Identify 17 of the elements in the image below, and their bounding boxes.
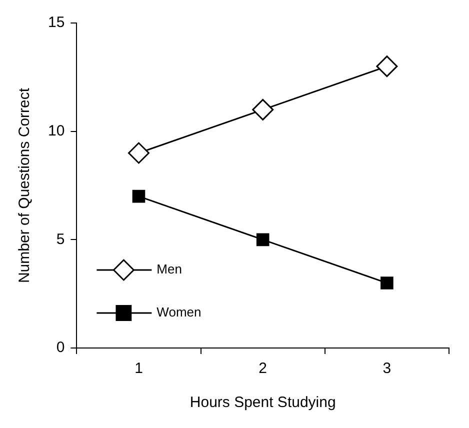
- legend-label: Men: [156, 262, 182, 277]
- x-tick-label: 1: [134, 360, 143, 378]
- point: [132, 190, 146, 203]
- y-tick-label: 15: [48, 14, 65, 32]
- y-tick-label: 10: [48, 122, 65, 140]
- point: [380, 276, 394, 290]
- y-axis-title: Number of Questions Correct: [16, 87, 34, 284]
- point: [128, 142, 150, 164]
- x-tick-label: 3: [382, 360, 392, 378]
- y-tick-label: 5: [56, 230, 65, 248]
- point: [256, 233, 270, 246]
- point: [376, 56, 398, 78]
- x-axis-title: Hours Spent Studying: [190, 394, 336, 412]
- x-tick-label: 2: [258, 360, 268, 378]
- y-tick-label: 0: [56, 339, 65, 356]
- legend-label: Women: [156, 304, 202, 320]
- point: [252, 98, 274, 120]
